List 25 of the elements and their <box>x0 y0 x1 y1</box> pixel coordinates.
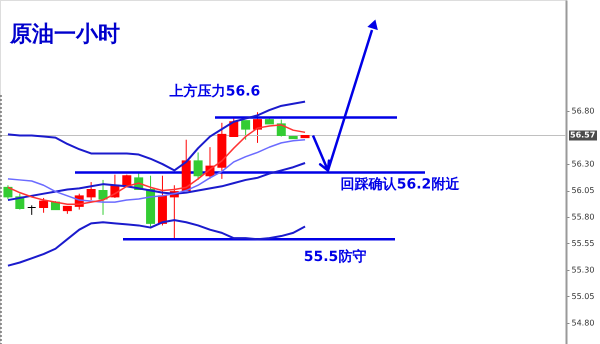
candlestick <box>86 182 96 201</box>
y-tick-label: 56.05 <box>572 186 594 196</box>
y-tick-label: 55.05 <box>572 292 594 301</box>
candlestick <box>288 136 298 140</box>
candlestick <box>98 179 108 216</box>
y-tick-label: 55.55 <box>572 238 594 248</box>
ref-line-label: 回踩确认56.2附近 <box>340 176 460 193</box>
candlestick <box>27 204 36 216</box>
y-tick-label: 55.30 <box>572 265 594 274</box>
line-series <box>6 100 306 172</box>
ref-line-label: 上方压力56.6 <box>168 82 260 100</box>
ref-line-label: 55.5防守 <box>304 248 366 266</box>
candlestick <box>229 118 238 138</box>
line-series <box>6 219 306 267</box>
y-tick-label: 56.30 <box>572 160 594 169</box>
candlestick <box>39 197 48 214</box>
ref-line-label: 56.57 <box>570 130 596 140</box>
y-tick-label: 56.80 <box>572 106 594 116</box>
candlestick <box>3 184 12 200</box>
candlestick <box>241 120 250 140</box>
y-tick-label: 54.80 <box>572 318 594 328</box>
candlestick <box>194 152 203 180</box>
candlestick <box>253 112 262 144</box>
y-tick-label: 55.80 <box>572 212 594 222</box>
text: 原油一小时 <box>9 22 120 47</box>
